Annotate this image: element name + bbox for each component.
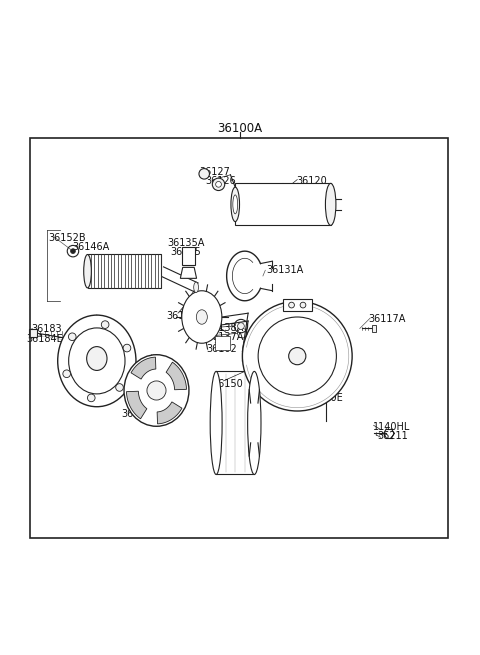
Polygon shape — [131, 357, 156, 379]
Text: 36145: 36145 — [166, 310, 197, 320]
Text: 36137A: 36137A — [206, 332, 244, 342]
Circle shape — [116, 384, 123, 391]
Text: 36117A: 36117A — [368, 314, 405, 324]
Circle shape — [87, 394, 95, 402]
Ellipse shape — [87, 346, 107, 371]
Text: 36183: 36183 — [31, 324, 61, 335]
Text: 36127: 36127 — [199, 168, 230, 178]
Circle shape — [216, 181, 221, 187]
Ellipse shape — [233, 195, 238, 214]
Polygon shape — [126, 391, 147, 419]
Bar — [372, 325, 376, 332]
Polygon shape — [180, 267, 197, 278]
Text: 36184E: 36184E — [26, 335, 63, 345]
Ellipse shape — [124, 355, 189, 426]
Circle shape — [258, 317, 336, 395]
Circle shape — [123, 345, 131, 352]
Ellipse shape — [325, 183, 336, 225]
Ellipse shape — [69, 328, 125, 394]
Text: 36152B: 36152B — [48, 233, 86, 243]
Circle shape — [199, 168, 209, 179]
Circle shape — [101, 321, 109, 328]
Circle shape — [212, 178, 225, 191]
Ellipse shape — [248, 371, 261, 474]
Ellipse shape — [58, 315, 136, 407]
Circle shape — [288, 302, 294, 308]
Text: 36185: 36185 — [171, 247, 202, 257]
Ellipse shape — [182, 291, 222, 343]
Circle shape — [242, 301, 352, 411]
Circle shape — [300, 302, 306, 308]
Text: 36150: 36150 — [212, 379, 243, 389]
Bar — [215, 336, 229, 350]
Ellipse shape — [84, 255, 91, 288]
Bar — [29, 329, 37, 337]
Text: 36131A: 36131A — [266, 265, 303, 275]
Circle shape — [69, 333, 76, 341]
Bar — [283, 299, 312, 310]
Text: 36126: 36126 — [205, 176, 236, 187]
Text: 36135A: 36135A — [168, 238, 205, 248]
Circle shape — [288, 348, 306, 365]
Ellipse shape — [194, 282, 199, 293]
Text: 1140HL: 1140HL — [372, 422, 410, 432]
Text: 36138A: 36138A — [206, 324, 244, 333]
Text: 36110: 36110 — [309, 384, 340, 394]
Text: 36211: 36211 — [377, 431, 408, 441]
Text: 36170A: 36170A — [121, 409, 159, 419]
Polygon shape — [166, 362, 187, 390]
Text: 36110E: 36110E — [307, 393, 344, 403]
Text: 36146A: 36146A — [72, 242, 109, 252]
Text: 36120: 36120 — [296, 176, 327, 185]
Bar — [235, 183, 331, 225]
Ellipse shape — [231, 187, 240, 221]
Ellipse shape — [196, 310, 207, 324]
Bar — [30, 138, 447, 538]
Circle shape — [63, 370, 71, 377]
Circle shape — [147, 381, 166, 400]
Text: 36170: 36170 — [68, 375, 99, 385]
Text: 36100A: 36100A — [217, 122, 263, 134]
Polygon shape — [157, 402, 182, 424]
Bar — [182, 247, 195, 265]
Ellipse shape — [210, 371, 222, 474]
Circle shape — [238, 323, 244, 329]
Circle shape — [71, 249, 75, 253]
Text: 36102: 36102 — [206, 344, 237, 354]
Polygon shape — [87, 255, 161, 288]
